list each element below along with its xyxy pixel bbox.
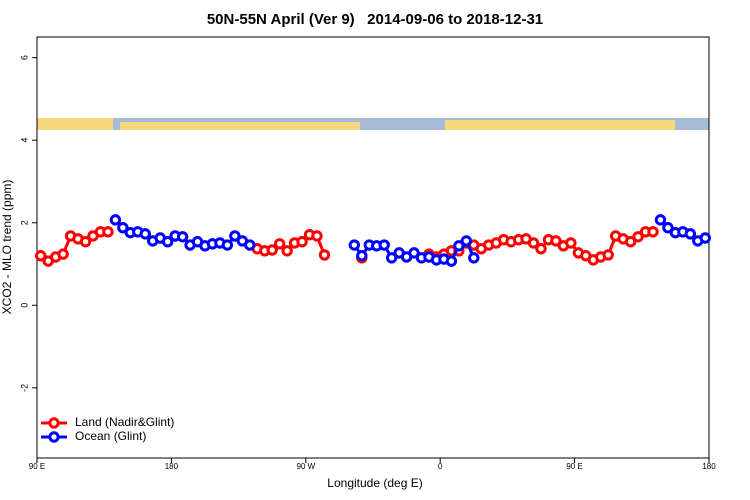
land-band (445, 120, 675, 130)
land-strip (37, 118, 709, 130)
legend-label: Ocean (Glint) (75, 429, 146, 443)
legend-marker (48, 431, 60, 443)
series (35, 226, 659, 267)
legend-label: Land (Nadir&Glint) (75, 415, 174, 429)
data-point (453, 240, 465, 252)
data-point (602, 249, 614, 261)
data-point (684, 228, 697, 240)
x-tick-label: 90 W (296, 462, 315, 471)
data-point (647, 226, 659, 238)
data-point (385, 252, 398, 264)
legend-marker (48, 417, 60, 429)
series (109, 214, 711, 267)
x-axis-label: Longitude (deg E) (327, 476, 422, 490)
data-point (244, 239, 256, 251)
data-point (468, 252, 480, 264)
x-tick-label: 180 (702, 462, 716, 471)
data-point (699, 232, 711, 244)
data-point (229, 230, 241, 242)
y-tick-label: -2 (19, 384, 29, 392)
x-tick-label: 180 (165, 462, 179, 471)
y-tick-label: 6 (19, 55, 29, 60)
data-point (408, 247, 420, 259)
x-tick-label: 90 E (29, 462, 45, 471)
data-point (35, 250, 47, 262)
data-point (109, 214, 122, 226)
data-point (460, 235, 473, 247)
plot-frame (36, 36, 710, 459)
data-point (624, 236, 637, 248)
y-tick-label: 4 (19, 138, 29, 143)
data-point (527, 237, 540, 249)
data-point (296, 236, 308, 248)
x-tick-label: 0 (438, 462, 443, 471)
y-tick-label: 2 (19, 220, 29, 225)
data-point (79, 236, 92, 248)
data-point (348, 239, 361, 251)
data-point (176, 231, 189, 243)
data-point (117, 221, 129, 234)
y-tick-label: 0 (19, 303, 29, 308)
land-band (120, 122, 360, 130)
data-point (266, 244, 278, 256)
data-point (139, 228, 151, 240)
y-axis-label: XCO2 - MLO trend (ppm) (0, 180, 14, 315)
data-point (311, 230, 323, 242)
data-point (445, 255, 458, 267)
data-point (550, 235, 562, 247)
data-point (662, 221, 674, 234)
data-point (57, 248, 69, 260)
x-tick-label: 90 E (566, 462, 582, 471)
data-point (161, 236, 174, 248)
data-point (273, 238, 286, 250)
data-point (221, 239, 234, 251)
chart-title: 50N-55N April (Ver 9) 2014-09-06 to 2018… (207, 11, 543, 28)
data-point (565, 237, 577, 249)
data-point (632, 231, 644, 243)
data-point (356, 250, 368, 262)
land-band (37, 118, 113, 130)
data-point (318, 249, 331, 261)
data-point (281, 245, 293, 257)
data-point (102, 226, 114, 238)
data-point (535, 243, 547, 255)
data-point (654, 214, 667, 226)
data-point (378, 239, 390, 251)
